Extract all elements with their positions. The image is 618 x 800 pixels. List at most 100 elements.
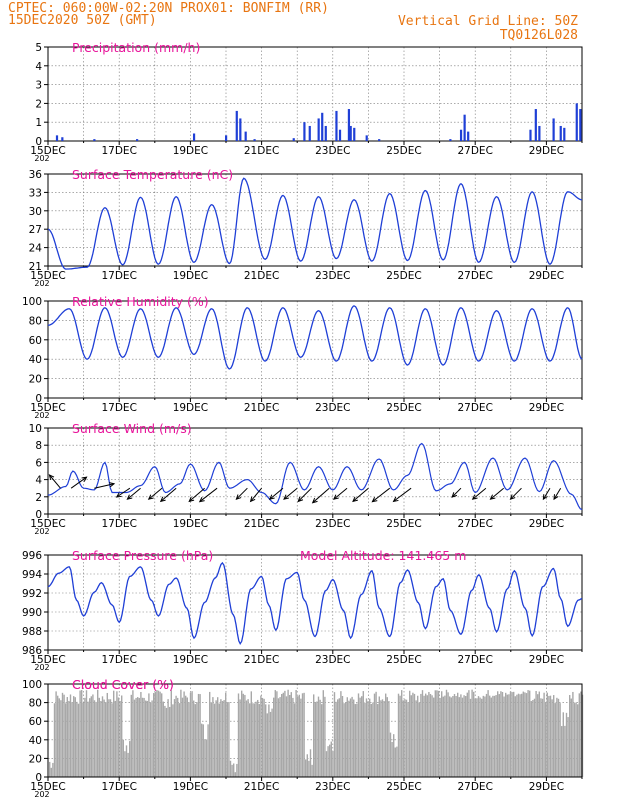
cloud-cover-bar [122,739,124,777]
x-tick-label: 19DEC [173,145,208,157]
cloud-cover-bar [237,693,240,777]
cloud-cover-bar [297,696,299,777]
cloud-cover-bar [545,701,547,777]
cloud-cover-bar [434,690,436,777]
cloud-cover-bar [127,752,129,777]
wind-arrow-head [451,492,458,498]
cloud-cover-bar [479,697,481,777]
panel-title-overlay: Cloud Cover (%) [72,677,174,692]
cloud-cover-bar [343,703,345,777]
cloud-cover-bar [85,690,88,777]
cloud-cover-bar [98,697,100,777]
x-tick-label: 25DEC [386,402,421,414]
panel-cloud: 0 20 40 60 80 100 15DEC 17DEC 19DEC 21DEC 23DEC 25D… [22,677,584,799]
y-tick-label: 986 [22,645,42,657]
panel-precip: 0 1 2 3 4 5 15DEC 17DEC 19DEC 21DEC 23DEC 25DEC 27DE… [30,40,583,163]
cloud-cover-bar [389,732,392,777]
wind-arrow-head [109,482,116,488]
cloud-cover-bar [410,695,412,777]
cloud-cover-bar [473,691,475,777]
x-tick-label: 21DEC [244,518,279,530]
cloud-cover-bar [476,698,478,777]
cloud-cover-bar [321,704,323,777]
cloud-cover-bar [511,692,513,777]
cloud-cover-bar [564,725,566,777]
wind-arrow [188,487,205,502]
cloud-cover-bar [295,689,297,777]
precip-bar [235,110,238,141]
cloud-cover-bar [383,701,385,777]
wind-arrow-head [147,494,154,500]
x-tick-label: 27DEC [457,145,492,157]
x-tick-label: 19DEC [173,402,208,414]
wind-arrow-head [297,496,304,503]
wind-arrow-head [553,494,559,501]
cloud-cover-bar [55,691,57,777]
cloud-cover-bar [242,693,244,777]
y-tick-label: 30 [29,206,42,218]
cloud-cover-bar [324,696,326,777]
cloud-cover-bar [407,702,409,777]
cloud-cover-bar [255,701,257,777]
cloud-cover-bar [141,697,144,777]
x-tick-label: 25DEC [386,781,421,793]
precip-bar [449,139,452,141]
panel-pres: 986 988 990 992 994 996 15DEC 17DEC 19DEC 21DEC 23… [22,548,583,672]
cloud-cover-bar [293,703,296,777]
cloud-cover-bar [556,697,558,777]
cloud-cover-bar [359,697,361,777]
cloud-cover-bar [487,690,489,777]
wind-arrow-head [48,474,55,480]
cloud-cover-bar [121,695,123,777]
cloud-cover-bar [100,700,102,777]
cloud-cover-bar [218,703,220,777]
cloud-cover-bar [261,697,264,777]
cloud-cover-bar [401,690,403,777]
x-year-label: 202 [34,663,49,672]
cloud-cover-bar [353,699,355,777]
cloud-cover-bar [269,711,272,777]
cloud-cover-bar [260,695,262,777]
cloud-cover-bar [258,704,260,777]
precip-bar [55,135,59,141]
cloud-cover-bar [119,700,121,777]
cloud-cover-bar [226,702,228,777]
cloud-cover-bar [537,694,539,777]
x-tick-label: 17DEC [101,781,136,793]
precip-bar [563,127,566,141]
cloud-cover-bar [60,700,62,777]
y-tick-label: 0 [35,509,42,521]
y-tick-label: 20 [29,374,42,386]
wind-arrow-head [471,494,478,500]
x-tick-label: 17DEC [101,654,136,666]
cloud-cover-bar [385,693,387,777]
cloud-cover-bar [500,691,502,777]
cloud-cover-bar [373,693,376,777]
cloud-cover-bar [93,700,96,777]
x-tick-label: 23DEC [315,781,350,793]
cloud-cover-bar [164,705,166,777]
cloud-cover-bar [79,690,81,777]
cloud-cover-bar [495,695,497,777]
cloud-cover-bar [63,694,65,777]
cloud-cover-bar [140,691,142,777]
cloud-cover-bar [577,704,579,777]
x-tick-label: 15DEC [30,402,65,414]
x-tick-label: 17DEC [101,402,136,414]
precip-bar [253,139,256,141]
cloud-cover-bar [178,703,180,777]
cloud-cover-bar [266,713,268,777]
cloud-cover-bar [482,695,484,777]
cloud-cover-bar [439,697,441,777]
x-tick-label: 19DEC [173,270,208,282]
wind-arrow-head [115,492,122,498]
wind-arrow [148,487,163,500]
cloud-cover-bar [161,693,163,777]
cloud-cover-bar [108,699,110,777]
cloud-cover-bar [325,751,328,777]
cloud-cover-bar [69,694,72,777]
wind-arrow [510,487,522,500]
wind-arrow-head [188,496,195,503]
cloud-cover-bar [268,704,270,777]
cloud-cover-bar [428,691,430,777]
